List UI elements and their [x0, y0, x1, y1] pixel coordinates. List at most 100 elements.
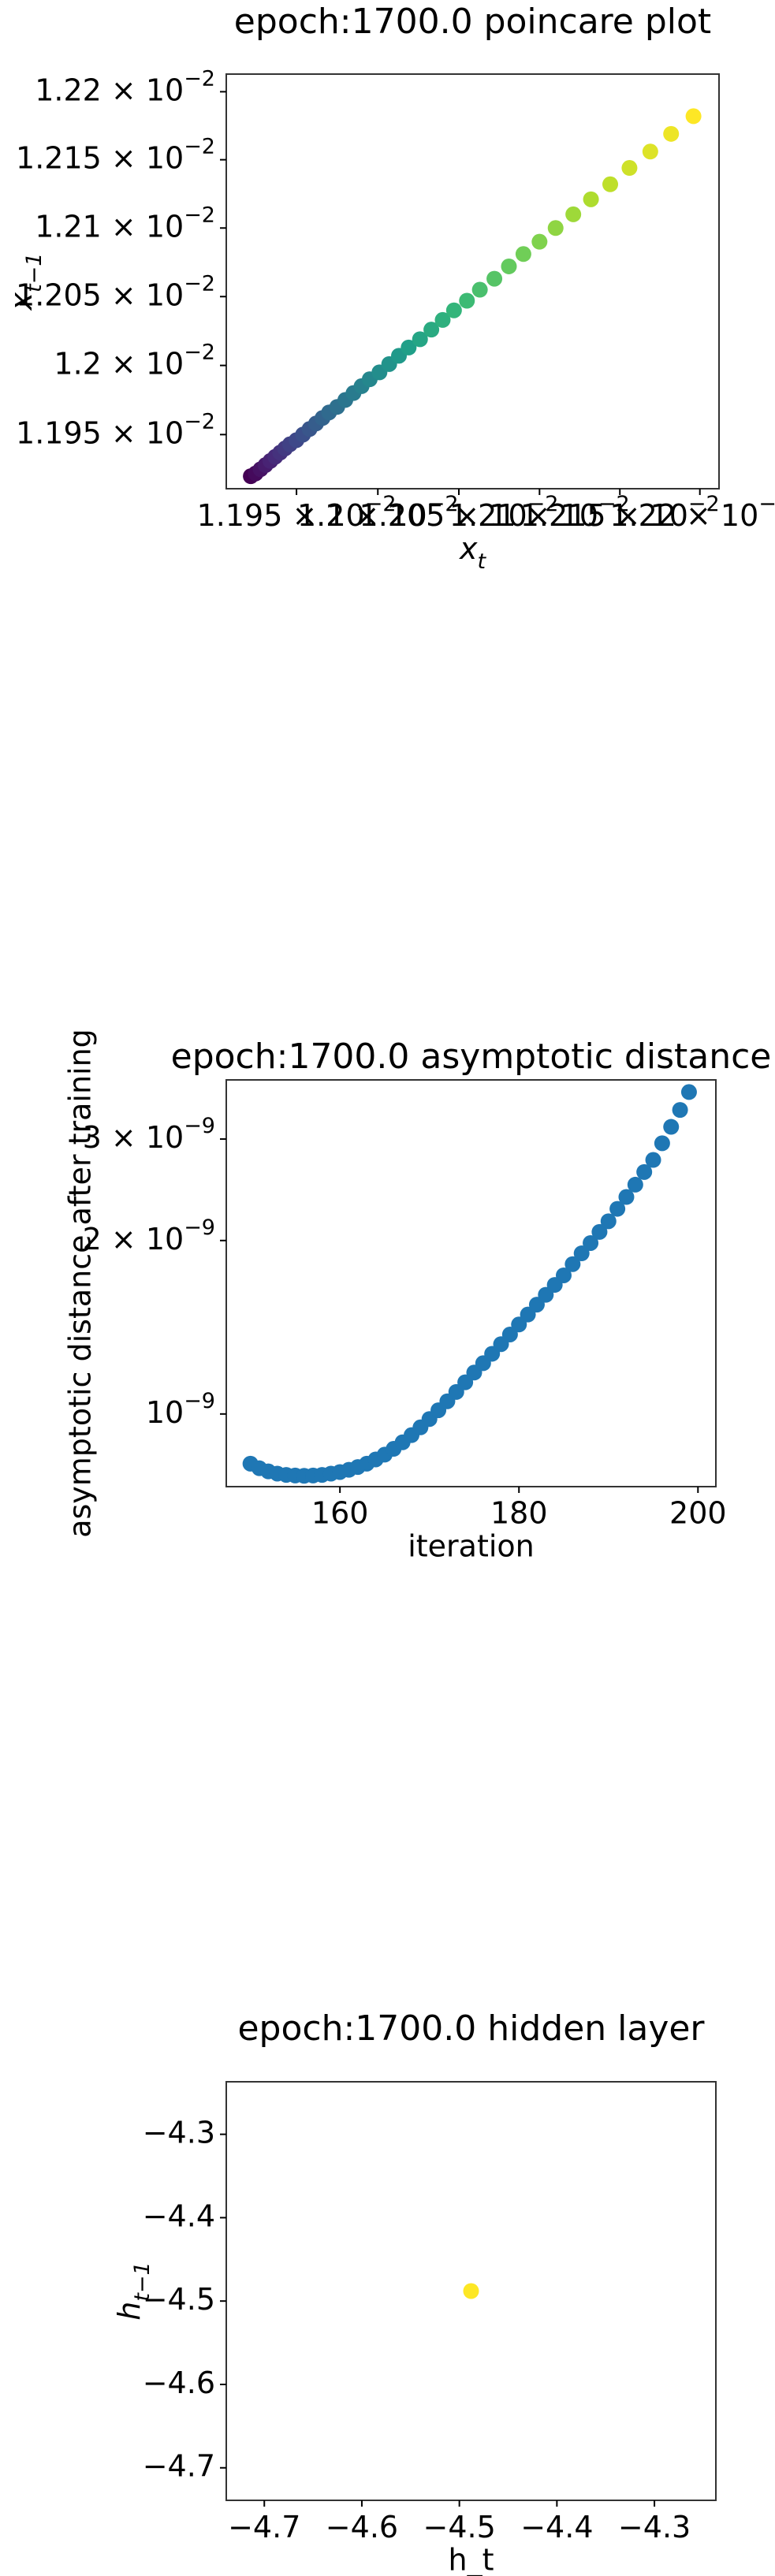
point — [401, 339, 417, 356]
x-tick-label: −4.7 — [228, 2510, 300, 2544]
x-tick-label-main: 1.205 × 10 — [360, 498, 527, 533]
y-tick-label-main: 10 — [146, 1394, 184, 1429]
x-tick-label-main: −4.7 — [228, 2510, 300, 2544]
x-tick-label-exp: −2 — [427, 492, 459, 516]
point — [672, 1102, 688, 1119]
point — [645, 1152, 661, 1168]
point — [654, 1135, 670, 1152]
x-tick-label: 160 — [311, 1496, 369, 1531]
x-tick-label-exp: −2 — [527, 492, 559, 516]
point — [531, 233, 548, 250]
y-tick-label-main: −4.6 — [143, 2365, 215, 2399]
y-tick-label: 10−9 — [146, 1389, 215, 1430]
x-tick-label-main: −4.6 — [326, 2510, 398, 2544]
point — [600, 1213, 617, 1230]
chart-title: epoch:1700.0 poincare plot — [234, 2, 711, 42]
y-tick-label-exp: −2 — [184, 341, 215, 365]
point — [642, 143, 658, 160]
y-tick-label: −4.5 — [143, 2282, 215, 2317]
y-tick-label: 2 × 10−9 — [83, 1215, 215, 1256]
x-tick-label-main: −4.3 — [618, 2510, 691, 2544]
x-axis-label: h_t — [449, 2543, 494, 2576]
chart-title: epoch:1700.0 hidden layer — [237, 2008, 705, 2049]
x-tick-label-exp: −2 — [688, 492, 720, 516]
point — [573, 1245, 590, 1262]
x-tick-label-main: 1.215 × 10 — [520, 498, 688, 533]
y-tick-label: 1.195 × 10−2 — [16, 409, 215, 450]
y-tick-label: 1.2 × 10−2 — [54, 341, 215, 382]
x-tick-label-main: 1.2 × 10 — [297, 498, 427, 533]
y-tick-label-exp: −2 — [184, 66, 215, 91]
y-tick-label-exp: −2 — [184, 271, 215, 296]
y-tick-label: −4.4 — [143, 2198, 215, 2233]
x-axis-label-main: x — [459, 531, 478, 566]
y-axis-label-main: h — [112, 2302, 147, 2321]
y-tick-label: 1.215 × 10−2 — [16, 135, 215, 176]
x-axis-label: iteration — [408, 1529, 535, 1564]
y-axis-label-sub: t−1 — [22, 253, 47, 292]
y-tick-label-main: 1.21 × 10 — [35, 209, 184, 244]
y-tick-label-main: −4.7 — [143, 2448, 215, 2483]
point — [463, 2283, 479, 2299]
y-tick-label: 1.205 × 10−2 — [16, 271, 215, 312]
y-tick-label: −4.7 — [143, 2448, 215, 2483]
x-axis-label: xt — [459, 531, 487, 575]
y-tick-label-main: 1.2 × 10 — [54, 346, 184, 381]
point — [618, 1189, 635, 1205]
x-tick-label-main: −4.5 — [423, 2510, 496, 2544]
y-tick-label-main: −4.5 — [143, 2282, 215, 2317]
y-tick-label: −4.6 — [143, 2365, 215, 2399]
plot-frame — [225, 73, 720, 490]
y-axis-label: asymptotic distance after training — [63, 1029, 98, 1538]
y-axis-label: xt−1 — [4, 253, 47, 311]
x-tick-label: 200 — [669, 1496, 727, 1531]
y-axis-label: ht−1 — [112, 2261, 155, 2320]
y-tick-label: 1.21 × 10−2 — [35, 203, 215, 244]
point — [564, 1256, 581, 1272]
point — [636, 1163, 653, 1180]
point — [471, 281, 488, 298]
x-tick-label: −4.5 — [423, 2510, 496, 2544]
y-tick-label-main: 1.22 × 10 — [35, 73, 184, 107]
point — [459, 292, 475, 309]
x-tick-label-exp: −2 — [365, 492, 397, 516]
point — [621, 160, 638, 177]
y-tick-label-main: 1.205 × 10 — [16, 277, 184, 312]
point — [627, 1176, 643, 1193]
y-axis-label-sub: t−1 — [130, 2261, 155, 2301]
point — [412, 331, 428, 348]
x-tick-label: 180 — [490, 1496, 548, 1531]
point — [445, 302, 462, 318]
y-tick-label-exp: −9 — [184, 1215, 215, 1240]
y-tick-label-exp: −9 — [184, 1114, 215, 1138]
x-tick-label-main: 1.21 × 10 — [449, 498, 598, 533]
x-tick-label: −4.6 — [326, 2510, 398, 2544]
x-tick-label: 1.215 × 10−2 — [520, 492, 720, 533]
y-tick-label-main: 2 × 10 — [83, 1221, 184, 1256]
y-axis-label-main: x — [4, 292, 39, 311]
x-tick-label: 1.22 × 10−2 — [609, 492, 775, 533]
point — [685, 108, 702, 125]
point — [547, 220, 564, 236]
plot-frame — [225, 1079, 717, 1487]
x-tick-label: −4.4 — [520, 2510, 593, 2544]
plot-frame — [225, 2081, 717, 2501]
point — [565, 206, 582, 222]
y-tick-label: 3 × 10−9 — [83, 1114, 215, 1155]
y-tick-label-exp: −2 — [184, 409, 215, 434]
x-tick-label-exp: −2 — [598, 492, 630, 516]
point — [680, 1084, 697, 1100]
chart-title: epoch:1700.0 asymptotic distance — [171, 1037, 772, 1077]
y-tick-label-exp: −9 — [184, 1389, 215, 1413]
y-tick-label-main: −4.3 — [143, 2115, 215, 2150]
x-tick-label: 1.205 × 10−2 — [360, 492, 559, 533]
point — [486, 270, 503, 287]
point — [663, 125, 680, 142]
point — [583, 191, 599, 207]
y-tick-label-main: −4.4 — [143, 2198, 215, 2233]
x-tick-label-main: 1.22 × 10 — [609, 498, 758, 533]
y-tick-label-exp: −2 — [184, 203, 215, 227]
point — [556, 1267, 572, 1283]
y-tick-label-main: 1.195 × 10 — [16, 415, 184, 450]
